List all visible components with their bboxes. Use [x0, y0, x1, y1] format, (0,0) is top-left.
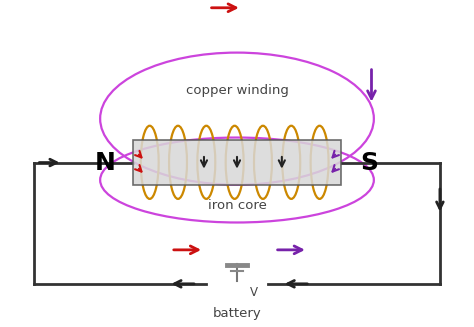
Text: copper winding: copper winding	[185, 84, 289, 97]
Text: S: S	[360, 150, 378, 175]
Text: N: N	[94, 150, 115, 175]
Text: iron core: iron core	[208, 199, 266, 213]
Bar	[133, 140, 341, 185]
Text: battery: battery	[213, 307, 261, 319]
Text: V: V	[249, 286, 257, 299]
